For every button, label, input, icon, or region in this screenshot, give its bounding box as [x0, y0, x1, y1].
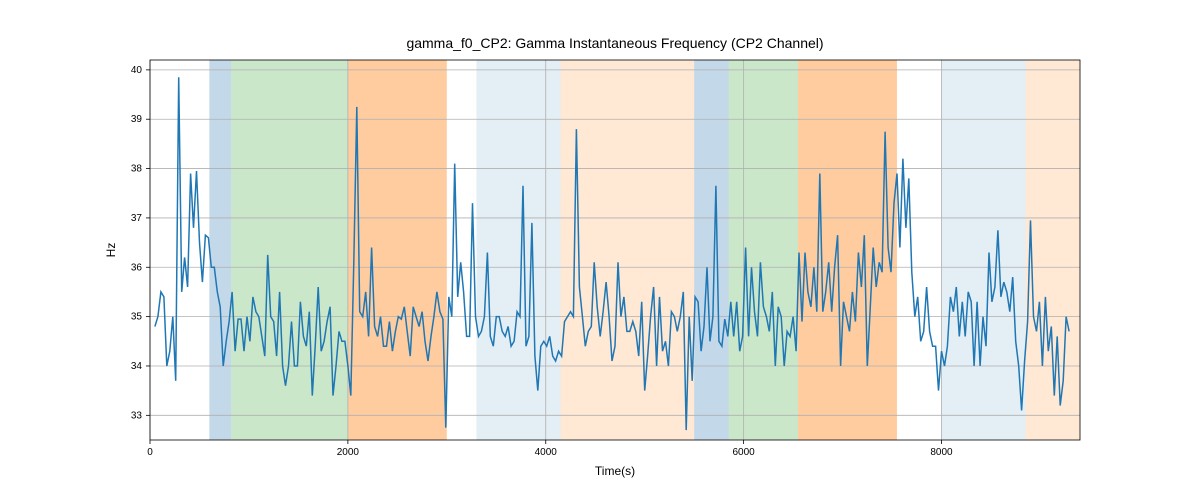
y-tick-label: 38 [131, 164, 143, 175]
region [941, 60, 1025, 440]
line-chart: 0 2000 4000 6000 8000 33 34 35 36 37 38 39 40 gamma… [0, 0, 1200, 500]
y-tick-label: 37 [131, 213, 143, 224]
region [729, 60, 798, 440]
x-tick-label: 0 [147, 447, 153, 458]
region [476, 60, 560, 440]
x-tick-label: 8000 [930, 447, 953, 458]
x-tick-label: 4000 [535, 447, 558, 458]
x-ticks: 0 2000 4000 6000 8000 [147, 447, 953, 458]
y-tick-label: 35 [131, 312, 143, 323]
x-tick-label: 2000 [337, 447, 360, 458]
region [694, 60, 729, 440]
y-tick-label: 36 [131, 262, 143, 273]
region [209, 60, 231, 440]
y-tick-label: 39 [131, 114, 143, 125]
y-tick-label: 40 [131, 65, 143, 76]
region [1026, 60, 1080, 440]
region [348, 60, 447, 440]
region [231, 60, 348, 440]
region [561, 60, 695, 440]
y-tick-label: 34 [131, 361, 143, 372]
y-axis-label: Hz [104, 243, 118, 258]
x-axis-label: Time(s) [595, 464, 635, 478]
chart-title: gamma_f0_CP2: Gamma Instantaneous Freque… [406, 35, 823, 51]
y-tick-label: 33 [131, 410, 143, 421]
chart-container: 0 2000 4000 6000 8000 33 34 35 36 37 38 39 40 gamma… [0, 0, 1200, 500]
y-ticks: 33 34 35 36 37 38 39 40 [131, 65, 143, 421]
x-tick-label: 6000 [732, 447, 755, 458]
